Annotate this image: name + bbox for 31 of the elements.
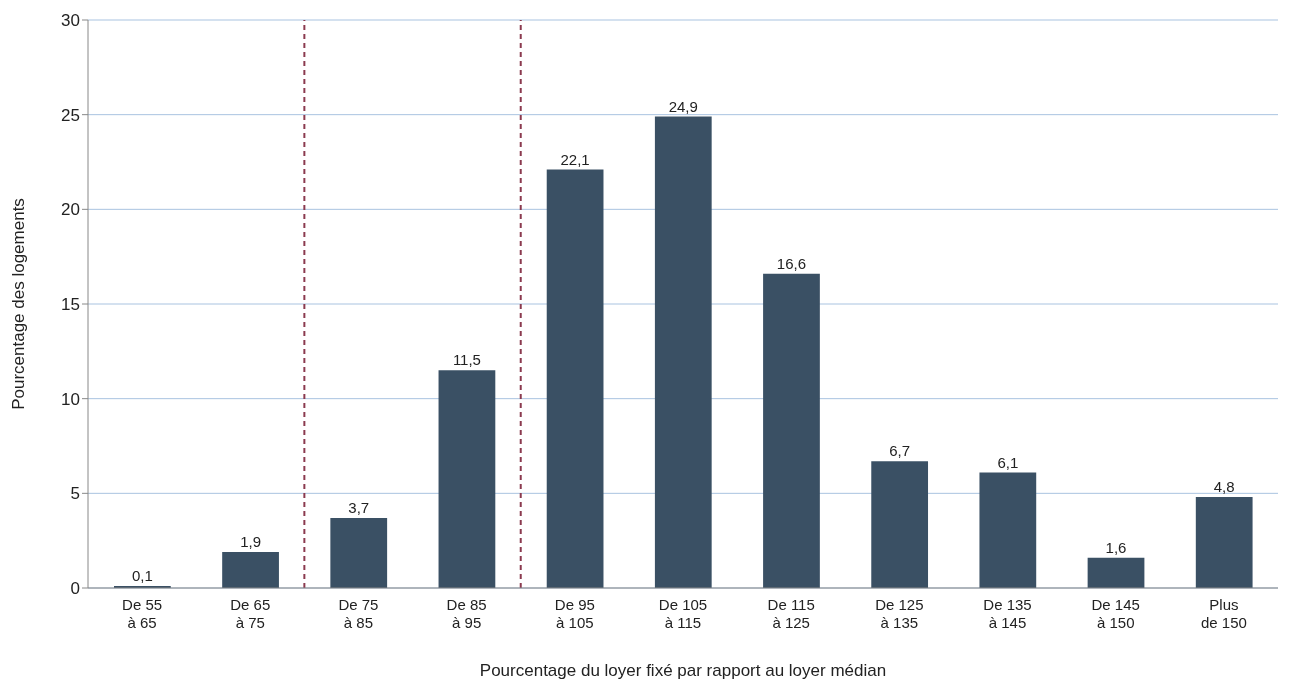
y-axis-title: Pourcentage des logements — [9, 198, 29, 410]
y-tick-label: 5 — [70, 484, 80, 504]
x-tick-label: De 75 à 85 — [338, 596, 379, 631]
x-tick-label: De 135 à 145 — [983, 596, 1032, 631]
data-label: 1,6 — [1105, 538, 1127, 556]
data-label: 3,7 — [348, 498, 370, 516]
data-label: 16,6 — [776, 254, 807, 272]
data-label: 24,9 — [668, 97, 698, 115]
y-tick-label: 10 — [61, 389, 80, 409]
y-tick-label: 0 — [70, 579, 80, 599]
y-tick-label: 20 — [61, 200, 80, 220]
x-axis-title: Pourcentage du loyer fixé par rapport au loyer médian — [479, 661, 887, 680]
x-tick-label: De 65 à 75 — [230, 596, 271, 631]
data-label: 22,1 — [560, 150, 590, 168]
data-label: 11,5 — [452, 351, 481, 369]
y-tick-label: 15 — [61, 295, 80, 315]
data-label: 4,8 — [1213, 478, 1235, 496]
x-tick-label: De 115 à 125 — [767, 596, 815, 631]
x-tick-label: De 105 à 115 — [658, 596, 708, 631]
y-tick-label: 25 — [61, 105, 80, 125]
x-tick-label: De 95 à 105 — [554, 596, 595, 631]
x-tick-label: De 55 à 65 — [122, 596, 163, 631]
x-tick-label: De 145 à 150 — [1091, 596, 1140, 631]
data-label: 6,1 — [997, 453, 1019, 471]
data-label: 6,7 — [889, 442, 911, 460]
data-label: 1,9 — [240, 533, 261, 551]
data-label: 0,1 — [131, 567, 153, 585]
x-tick-label: De 85 à 95 — [446, 596, 487, 631]
x-tick-label: De 125 à 135 — [875, 596, 924, 631]
y-tick-label: 30 — [61, 11, 80, 31]
x-tick-label: Plus de 150 — [1200, 596, 1247, 631]
